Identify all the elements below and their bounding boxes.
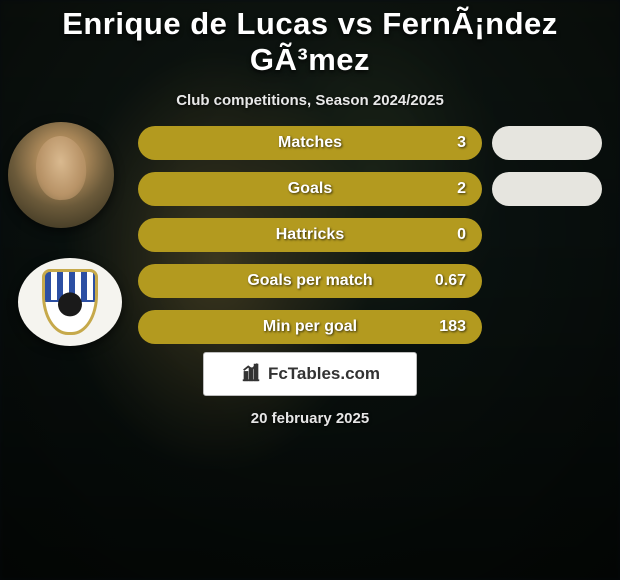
brand-label: FcTables.com [268,364,380,384]
stat-right-pill [492,126,602,160]
stat-left-pill: Min per goal183 [138,310,482,344]
stat-left-pill: Hattricks0 [138,218,482,252]
stat-row: Min per goal183 [0,304,620,350]
stat-left-value: 183 [439,318,466,336]
stat-row: Hattricks0 [0,212,620,258]
stat-left-pill: Goals per match0.67 [138,264,482,298]
stat-left-value: 3 [457,134,466,152]
stat-left-pill: Goals2 [138,172,482,206]
stat-row: Goals2 [0,166,620,212]
date-label: 20 february 2025 [0,410,620,427]
subtitle: Club competitions, Season 2024/2025 [0,92,620,109]
stat-left-value: 0.67 [435,272,466,290]
stat-label: Goals [138,180,482,198]
stat-label: Goals per match [138,272,482,290]
stat-label: Min per goal [138,318,482,336]
stat-row: Goals per match0.67 [0,258,620,304]
brand-badge[interactable]: FcTables.com [203,352,417,396]
stat-label: Hattricks [138,226,482,244]
stat-right-pill [492,172,602,206]
stats-block: Matches3Goals2Hattricks0Goals per match0… [0,120,620,350]
bar-chart-icon [240,361,262,388]
stat-left-value: 0 [457,226,466,244]
page-title: Enrique de Lucas vs FernÃ¡ndez GÃ³mez [0,6,620,78]
stat-label: Matches [138,134,482,152]
stat-left-pill: Matches3 [138,126,482,160]
stat-row: Matches3 [0,120,620,166]
stat-left-value: 2 [457,180,466,198]
